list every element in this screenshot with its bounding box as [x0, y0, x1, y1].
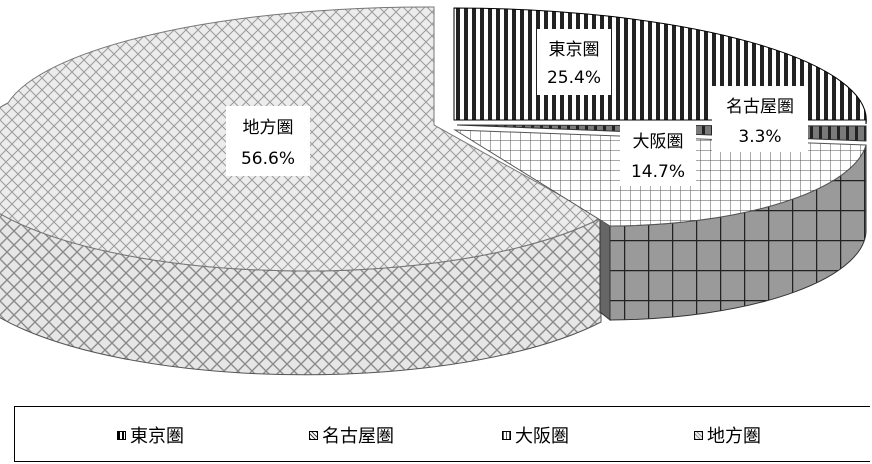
legend-item-tokyo: 東京圏 — [117, 424, 184, 447]
legend-label-chiho: 地方圏 — [707, 426, 761, 447]
data-label-osaka-name: 大阪圏 — [633, 132, 684, 152]
pie-chart: 東京圏 25.4% 名古屋圏 3.3% 大阪圏 14.7% 地方圏 56.6% — [0, 6, 867, 376]
legend-label-osaka: 大阪圏 — [515, 426, 569, 447]
legend-item-chiho: 地方圏 — [694, 424, 761, 447]
data-label-tokyo-value: 25.4% — [547, 68, 601, 88]
legend-item-osaka: 大阪圏 — [502, 424, 569, 447]
legend-swatch-osaka — [502, 430, 511, 440]
data-label-chiho-value: 56.6% — [241, 149, 295, 169]
data-label-osaka: 大阪圏 14.7% — [620, 122, 696, 186]
legend: 東京圏 名古屋圏 大阪圏 地方圏 — [14, 406, 870, 462]
legend-label-nagoya: 名古屋圏 — [322, 426, 394, 447]
data-label-osaka-value: 14.7% — [631, 162, 685, 182]
legend-label-tokyo: 東京圏 — [130, 426, 184, 447]
data-label-chiho: 地方圏 56.6% — [226, 106, 310, 176]
legend-swatch-tokyo — [117, 430, 126, 440]
data-label-chiho-name: 地方圏 — [243, 118, 294, 138]
slice-osaka-flank — [599, 216, 611, 322]
data-label-tokyo: 東京圏 25.4% — [537, 29, 611, 95]
data-label-nagoya-value: 3.3% — [738, 127, 781, 147]
legend-swatch-nagoya — [309, 430, 318, 440]
data-label-tokyo-name: 東京圏 — [549, 40, 600, 60]
legend-swatch-chiho — [694, 430, 703, 440]
data-label-nagoya: 名古屋圏 3.3% — [712, 86, 808, 152]
data-label-nagoya-name: 名古屋圏 — [726, 97, 794, 117]
legend-item-nagoya: 名古屋圏 — [309, 424, 394, 447]
